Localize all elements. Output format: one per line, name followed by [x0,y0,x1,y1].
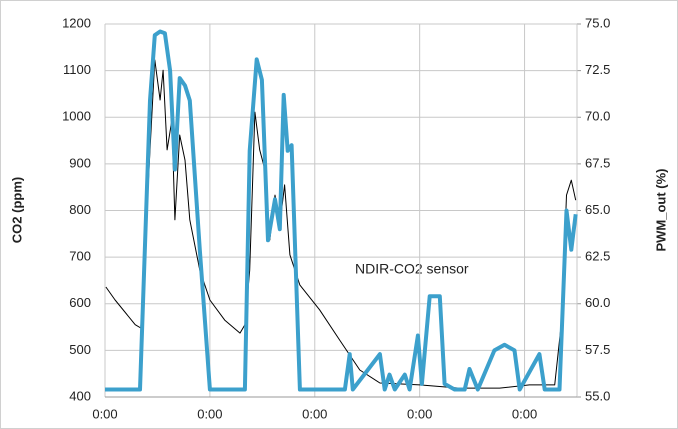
y-tick-label: 900 [69,155,91,170]
y2-tick-label: 55.0 [585,388,610,403]
y-tick-label: 700 [69,249,91,264]
y2-tick-label: 72.5 [585,62,610,77]
y2-tick-label: 67.5 [585,155,610,170]
y-tick-label: 800 [69,202,91,217]
y2-tick-label: 70.0 [585,109,610,124]
annotation: NDIR-CO2 sensor [355,261,469,277]
y2-axis-title: PWM_out (%) [653,168,668,251]
y2-tick-label: 65.0 [585,202,610,217]
y-tick-label: 500 [69,342,91,357]
y2-tick-label: 75.0 [585,15,610,30]
y-axis-title: CO2 (ppm) [9,177,24,243]
y2-tick-label: 62.5 [585,249,610,264]
y2-tick-label: 60.0 [585,295,610,310]
data-line [105,29,578,392]
y2-tick-label: 57.5 [585,342,610,357]
y-tick-label: 1200 [62,15,91,30]
x-tick-label: 0:00 [92,406,117,421]
x-tick-label: 0:00 [512,406,537,421]
y-tick-label: 600 [69,295,91,310]
y-tick-label: 1100 [63,62,91,77]
x-tick-label: 0:00 [302,406,327,421]
y-tick-label: 1000 [62,109,91,124]
x-tick-label: 0:00 [197,406,222,421]
y-tick-label: 400 [69,388,91,403]
x-tick-label: 0:00 [407,406,432,421]
